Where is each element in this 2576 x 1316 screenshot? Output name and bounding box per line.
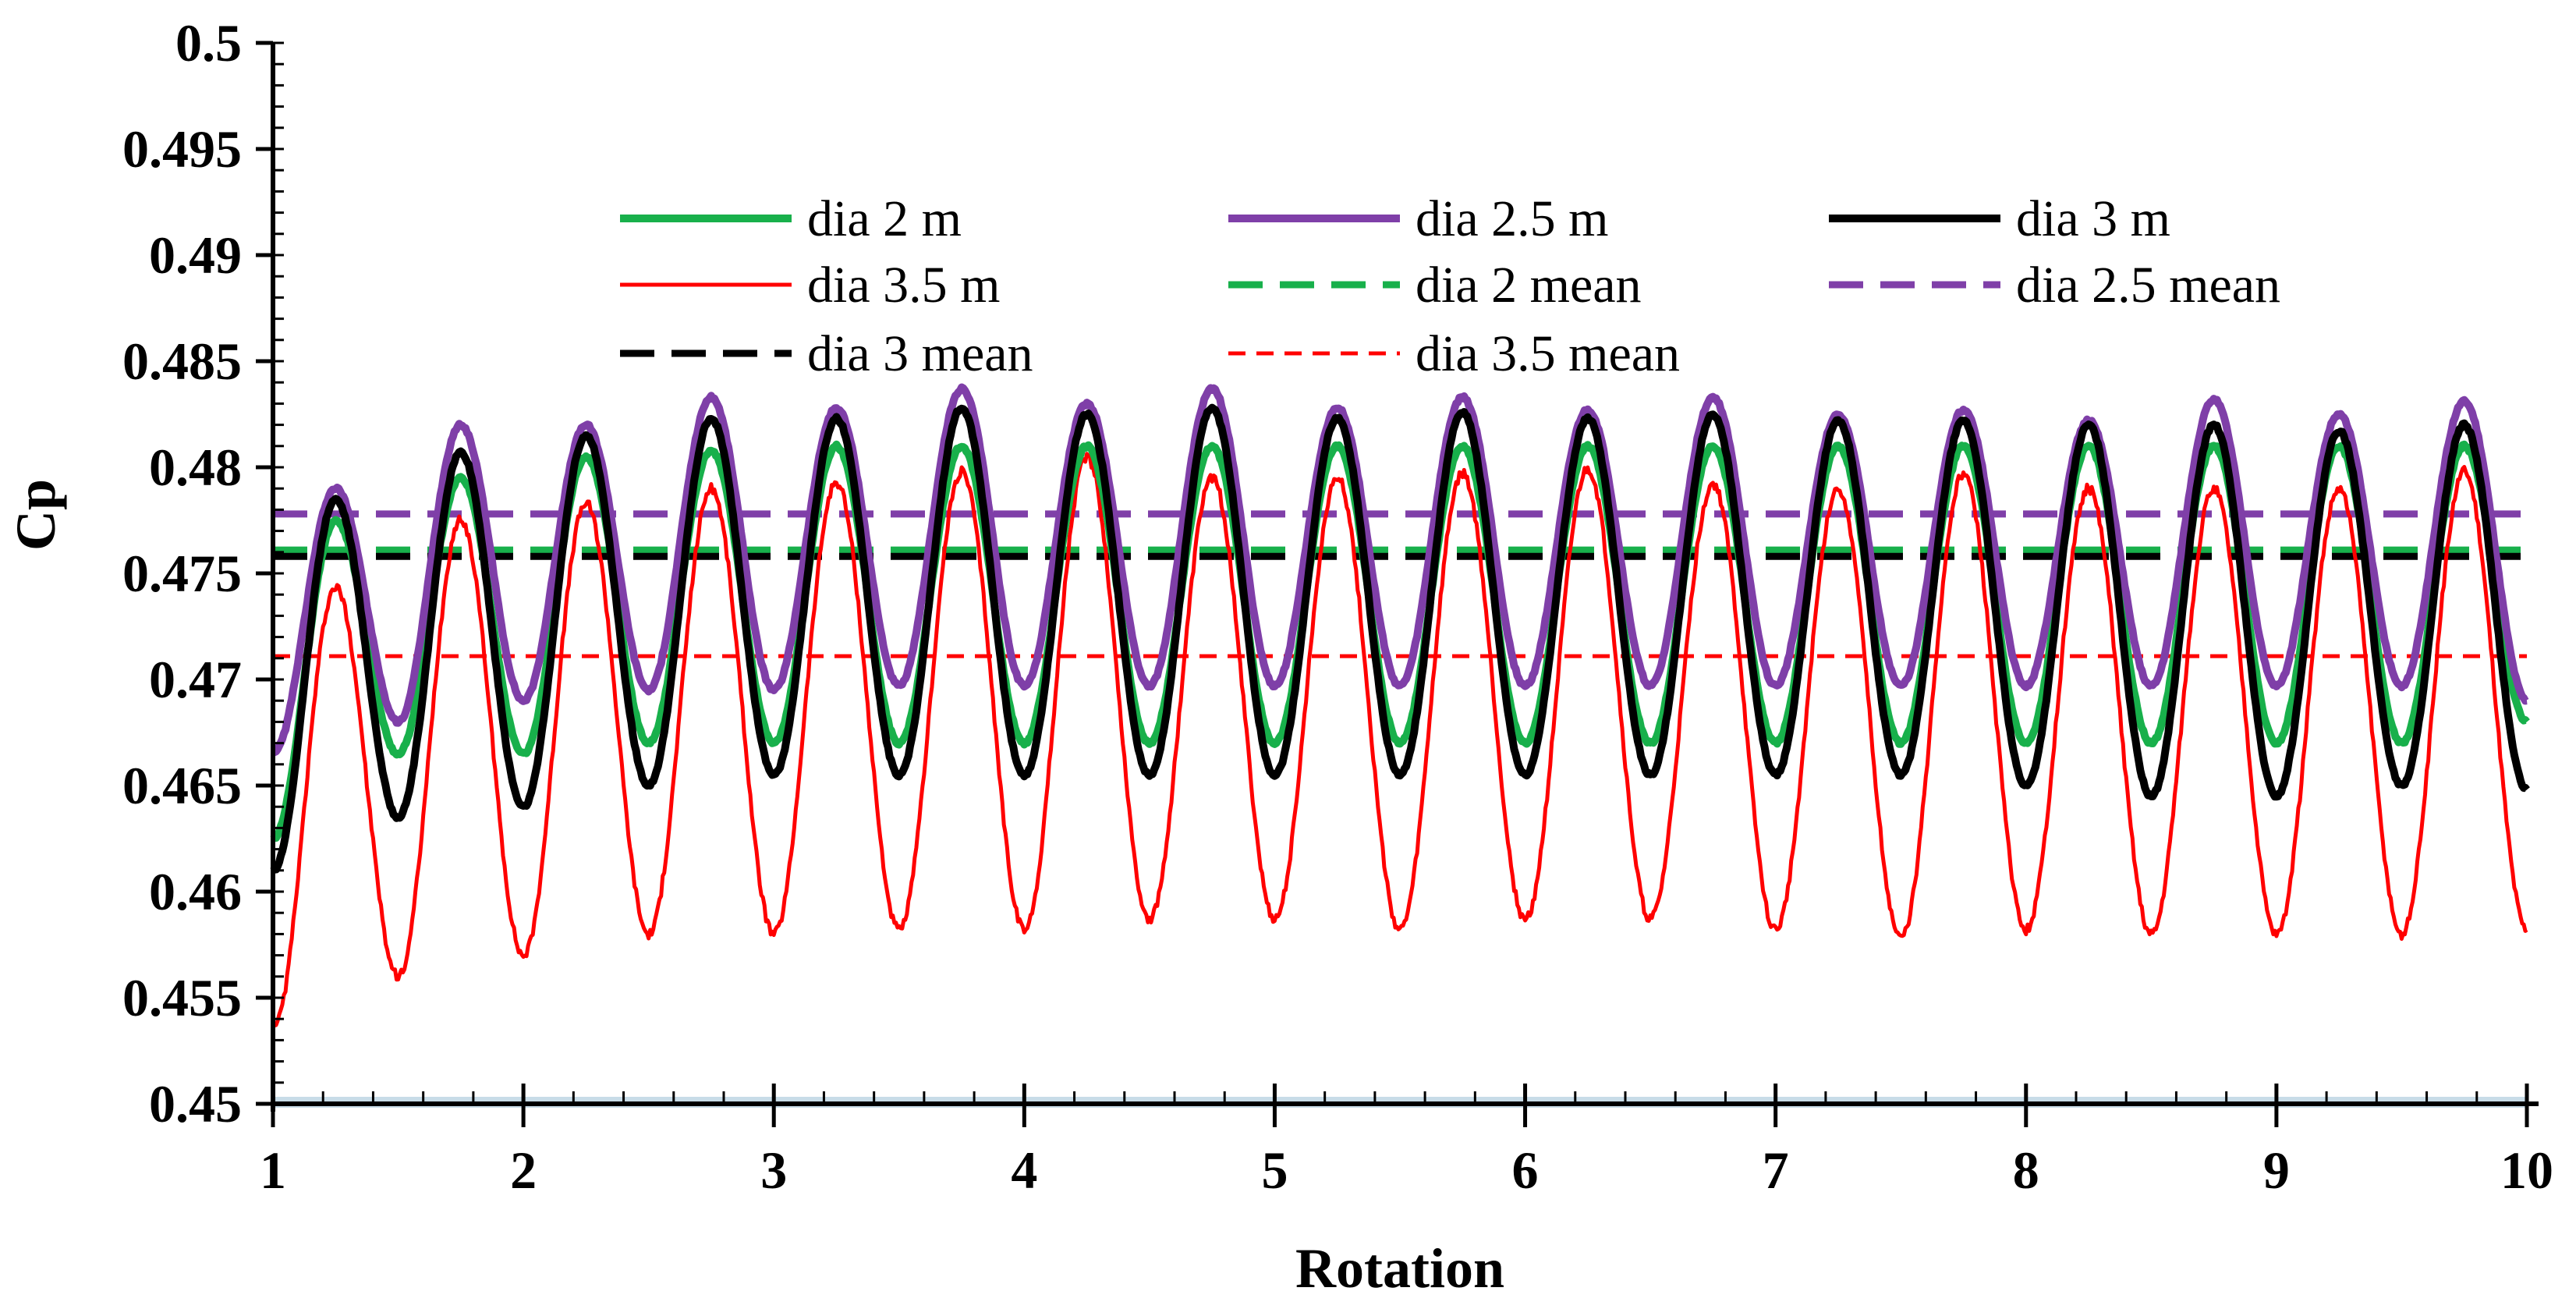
plot-lines [270,383,2530,1029]
y-tick-label: 0.495 [122,119,242,179]
y-tick-label: 0.455 [122,968,242,1027]
y-tick-label: 0.5 [175,13,242,73]
y-tick-labels: 0.45 0.455 0.46 0.465 0.47 0.475 0.48 0.485 0.49… [122,13,242,1133]
y-tick-label: 0.49 [149,225,242,285]
series-line-dia-3-m [270,403,2530,874]
series-line-dia-2-5-m [271,383,2529,757]
y-tick-label: 0.45 [149,1074,242,1133]
x-tick-label: 3 [760,1140,787,1200]
x-tick-label: 8 [2013,1140,2039,1200]
x-tick-label: 4 [1011,1140,1037,1200]
y-tick-label: 0.48 [149,438,242,497]
x-tick-label: 10 [2500,1140,2553,1200]
legend-label-dia-3-5-m: dia 3.5 m [807,257,1000,314]
y-tick-label: 0.465 [122,756,242,815]
legend-label-dia-2-mean: dia 2 mean [1416,257,1642,314]
series-line-dia-3-5-m [271,452,2528,1029]
y-tick-label: 0.47 [149,650,242,709]
legend-label-dia-2-m: dia 2 m [807,190,962,247]
x-tick-label: 2 [510,1140,537,1200]
x-tick-label: 7 [1763,1140,1789,1200]
x-tick-label: 9 [2263,1140,2290,1200]
legend-label-dia-3-5-mean: dia 3.5 mean [1416,325,1680,382]
x-tick-label: 6 [1512,1140,1539,1200]
legend-label-dia-3-mean: dia 3 mean [807,325,1033,382]
series-line-dia-2-m [270,440,2530,842]
legend: dia 2 m dia 2.5 m dia 3 m dia 3.5 m dia 2 me… [620,190,2280,382]
x-tick-labels: 1 2 3 4 5 6 7 8 9 10 [260,1140,2553,1200]
axes [256,41,2539,1127]
x-tick-label: 1 [260,1140,286,1200]
x-tick-label: 5 [1261,1140,1288,1200]
y-axis-title: Cp [5,479,67,551]
y-tick-label: 0.475 [122,544,242,603]
y-tick-label: 0.46 [149,862,242,921]
y-tick-label: 0.485 [122,332,242,391]
x-axis-title: Rotation [1295,1237,1504,1300]
legend-label-dia-3-m: dia 3 m [2016,190,2170,247]
legend-label-dia-2-5-mean: dia 2.5 mean [2016,257,2280,314]
legend-label-dia-2-5-m: dia 2.5 m [1416,190,1608,247]
